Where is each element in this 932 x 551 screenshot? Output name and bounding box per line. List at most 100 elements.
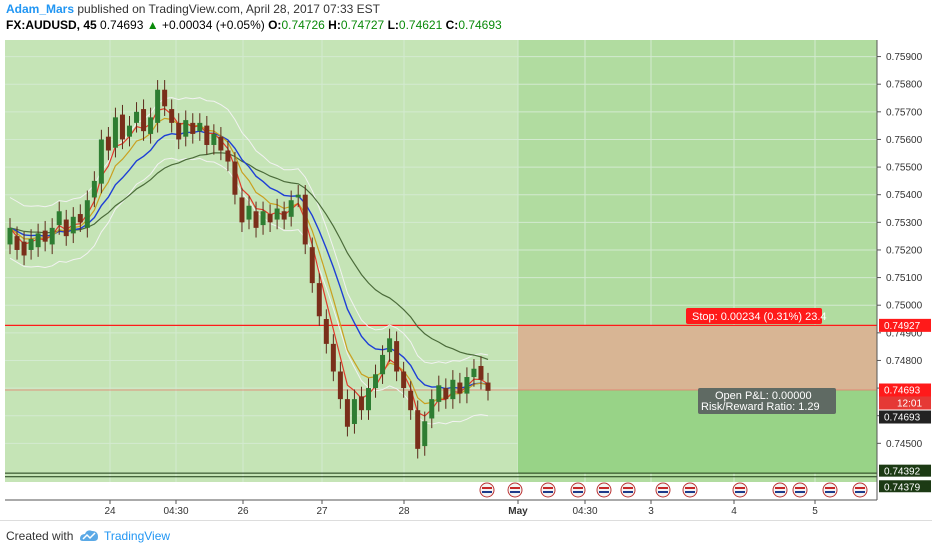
event-flag-icon[interactable] — [822, 482, 838, 498]
candle-body — [169, 109, 175, 123]
candle-body — [267, 214, 273, 223]
price-axis[interactable]: 0.75900 0.75800 0.75700 0.75600 0.75500 0.754… — [876, 40, 932, 510]
candle-body — [401, 371, 407, 389]
candle-body — [77, 214, 83, 223]
candle-body — [239, 197, 245, 223]
candle-body — [197, 122, 203, 132]
candle-body — [148, 117, 154, 134]
event-flag-icon[interactable] — [792, 482, 808, 498]
current-price-tag: 0.74693 — [879, 410, 931, 424]
candle-body — [84, 200, 90, 228]
candle-body — [204, 125, 210, 145]
candle-body — [70, 216, 76, 234]
candle-body — [28, 238, 34, 250]
event-flag-icon[interactable] — [620, 482, 636, 498]
y-tick-label: 0.75700 — [886, 107, 923, 118]
event-flag-icon[interactable] — [772, 482, 788, 498]
candle-body — [408, 390, 414, 411]
candle-body — [246, 205, 252, 220]
price-chart[interactable]: Stop: 0.00234 (0.31%) 23.4 Open P&L: 0.0… — [0, 38, 932, 520]
y-tick-label: 0.75600 — [886, 135, 923, 146]
pnl-label-box[interactable]: Open P&L: 0.00000 Risk/Reward Ratio: 1.2… — [698, 388, 836, 414]
candle-body — [373, 374, 379, 389]
economic-events[interactable] — [479, 482, 868, 498]
candle-body — [42, 230, 48, 242]
y-tick-label: 0.74500 — [886, 439, 923, 450]
candle-body — [351, 399, 357, 424]
low1-price-text: 0.74392 — [884, 467, 921, 478]
candle-body — [316, 283, 322, 317]
candle-body — [225, 150, 231, 162]
x-tick-label: 24 — [104, 506, 116, 517]
candle-body — [464, 377, 470, 394]
x-tick-label: 27 — [316, 506, 328, 517]
y-tick-label: 0.75200 — [886, 245, 923, 256]
candle-body — [232, 161, 238, 195]
candle-body — [49, 227, 55, 245]
candle-body — [415, 410, 421, 449]
candle-body — [450, 379, 456, 400]
candle-body — [429, 399, 435, 419]
x-tick-label: 04:30 — [163, 506, 188, 517]
candle-body — [330, 343, 336, 372]
event-flag-icon[interactable] — [479, 482, 495, 498]
x-tick-label: May — [508, 506, 528, 517]
event-flag-icon[interactable] — [732, 482, 748, 498]
y-tick-label: 0.75300 — [886, 218, 923, 229]
author-link[interactable]: Adam_Mars — [6, 2, 75, 16]
symbol-label[interactable]: FX:AUDUSD, 45 — [6, 18, 97, 32]
y-tick-label: 0.75900 — [886, 52, 923, 63]
y-tick-label: 0.75500 — [886, 163, 923, 174]
event-flag-icon[interactable] — [540, 482, 556, 498]
candle-body — [35, 233, 41, 248]
candle-body — [471, 368, 477, 378]
candle-body — [281, 211, 287, 220]
high-label: H: — [328, 18, 341, 32]
candle-body — [260, 211, 266, 226]
candle-body — [56, 211, 62, 226]
ohlc-legend: FX:AUDUSD, 45 0.74693 ▲ +0.00034 (+0.05%… — [6, 18, 502, 32]
x-tick-label: 5 — [812, 506, 818, 517]
bollinger-upper — [9, 96, 489, 364]
candle-body — [14, 236, 20, 250]
candle-body — [366, 388, 371, 411]
y-tick-label: 0.74800 — [886, 356, 923, 367]
event-flag-icon[interactable] — [596, 482, 612, 498]
event-flag-icon[interactable] — [507, 482, 523, 498]
candle-body — [98, 139, 104, 184]
close-label: C: — [445, 18, 459, 32]
low-label: L: — [387, 18, 399, 32]
candle-body — [119, 114, 125, 140]
last-price: 0.74693 — [100, 18, 144, 32]
candle-body — [295, 194, 301, 198]
y-tick-label: 0.75000 — [886, 301, 923, 312]
close-value: 0.74693 — [458, 18, 502, 32]
candle-body — [274, 208, 280, 220]
candle-body — [422, 421, 428, 447]
candle-body — [387, 338, 393, 353]
footer-bar: Created with TradingView — [0, 520, 932, 551]
chart-header: Adam_Mars published on TradingView.com, … — [0, 0, 932, 40]
candle-body — [141, 109, 147, 132]
event-flag-icon[interactable] — [852, 482, 868, 498]
low-value: 0.74621 — [398, 18, 443, 32]
x-tick-label: 28 — [398, 506, 410, 517]
stop-label-box[interactable]: Stop: 0.00234 (0.31%) 23.4 — [686, 308, 827, 324]
last-price-text: 0.74693 — [884, 386, 921, 397]
candle-body — [344, 399, 350, 427]
tradingview-cloud-icon — [80, 530, 98, 541]
stop-price-text: 0.74927 — [884, 321, 921, 332]
candle-body — [288, 200, 294, 217]
published-text: published on TradingView.com, April 28, … — [74, 2, 381, 16]
event-flag-icon[interactable] — [570, 482, 586, 498]
tradingview-link[interactable]: TradingView — [104, 529, 171, 543]
up-arrow-icon: ▲ — [146, 18, 159, 32]
event-flag-icon[interactable] — [655, 482, 671, 498]
time-axis[interactable]: 24 04:30 26 27 28 May 04:30 3 4 5 — [0, 499, 932, 520]
candle-body — [337, 371, 343, 400]
event-flag-icon[interactable] — [682, 482, 698, 498]
candle-body — [302, 194, 308, 245]
candle-body — [176, 122, 182, 140]
candle-body — [457, 382, 463, 394]
candle-body — [112, 117, 118, 148]
